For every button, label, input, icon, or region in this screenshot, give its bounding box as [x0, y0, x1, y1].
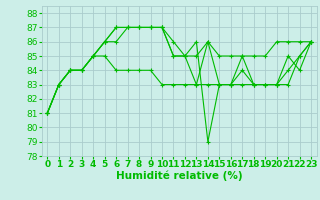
X-axis label: Humidité relative (%): Humidité relative (%): [116, 171, 243, 181]
